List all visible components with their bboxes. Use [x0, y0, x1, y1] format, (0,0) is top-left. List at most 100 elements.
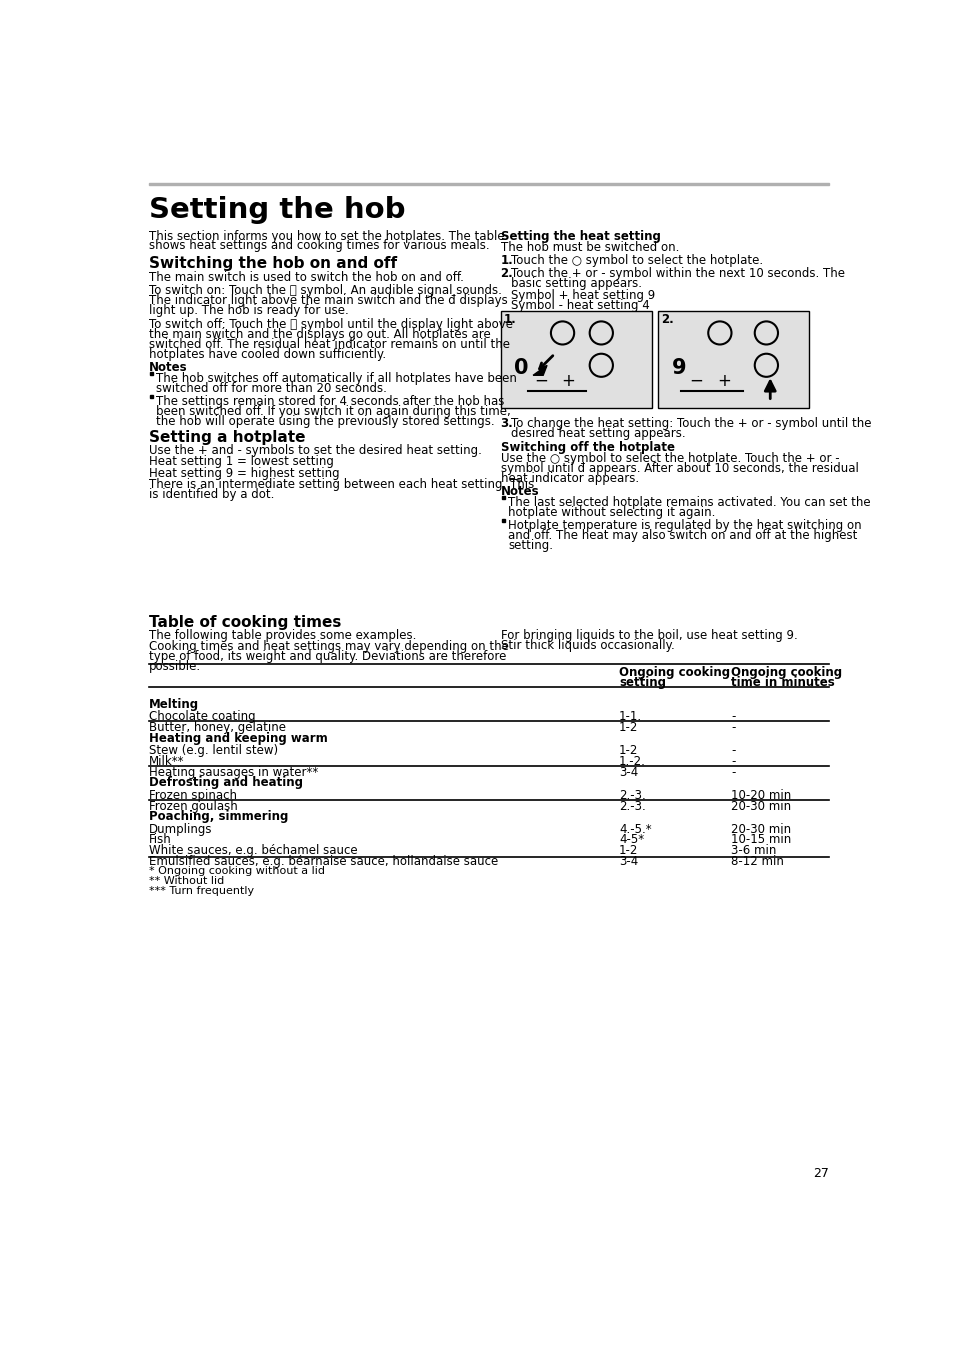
Text: switched off. The residual heat indicator remains on until the: switched off. The residual heat indicato… [149, 338, 509, 351]
Text: Fish: Fish [149, 833, 172, 846]
Bar [149, 182, 828, 185]
Text: Poaching, simmering: Poaching, simmering [149, 810, 288, 824]
Text: Touch the ○ symbol to select the hotplate.: Touch the ○ symbol to select the hotplat… [511, 254, 762, 267]
Text: Defrosting and heating: Defrosting and heating [149, 776, 302, 790]
Text: basic setting appears.: basic setting appears. [511, 277, 641, 290]
Text: Use the ○ symbol to select the hotplate. Touch the + or -: Use the ○ symbol to select the hotplate.… [500, 451, 839, 464]
Text: 9: 9 [671, 358, 686, 378]
Text: Switching off the hotplate: Switching off the hotplate [500, 440, 674, 454]
Text: Hotplate temperature is regulated by the heat switching on: Hotplate temperature is regulated by the… [508, 518, 861, 532]
Text: 10-20 min: 10-20 min [731, 788, 791, 802]
Text: White sauces, e.g. béchamel sauce: White sauces, e.g. béchamel sauce [149, 844, 357, 857]
Text: 8-12 min: 8-12 min [731, 855, 783, 868]
Text: Heat setting 1 = lowest setting: Heat setting 1 = lowest setting [149, 455, 334, 468]
Text: Frozen spinach: Frozen spinach [149, 788, 236, 802]
Text: Setting the heat setting: Setting the heat setting [500, 230, 659, 243]
Bar [501, 518, 505, 521]
Bar [150, 394, 153, 398]
Text: Symbol - heat setting 4: Symbol - heat setting 4 [511, 300, 649, 312]
Text: +: + [560, 371, 575, 390]
Text: Cooking times and heat settings may vary depending on the: Cooking times and heat settings may vary… [149, 640, 508, 653]
Bar [150, 373, 153, 375]
Text: Frozen goulash: Frozen goulash [149, 799, 237, 813]
Text: *** Turn frequently: *** Turn frequently [149, 886, 253, 896]
Text: light up. The hob is ready for use.: light up. The hob is ready for use. [149, 304, 348, 317]
Bar [500, 312, 651, 408]
Text: 4.-5.*: 4.-5.* [618, 822, 651, 836]
Text: Emulsified sauces, e.g. béarnaise sauce, hollandaise sauce: Emulsified sauces, e.g. béarnaise sauce,… [149, 855, 497, 868]
Text: * Ongoing cooking without a lid: * Ongoing cooking without a lid [149, 865, 324, 876]
Text: is identified by a dot.: is identified by a dot. [149, 489, 274, 501]
Text: The main switch is used to switch the hob on and off.: The main switch is used to switch the ho… [149, 271, 463, 285]
Bar [501, 497, 505, 500]
Text: The hob must be switched on.: The hob must be switched on. [500, 240, 679, 254]
Text: Notes: Notes [500, 486, 538, 498]
Text: The hob switches off automatically if all hotplates have been: The hob switches off automatically if al… [156, 373, 517, 385]
Text: −: − [689, 371, 702, 390]
Text: Heat setting 9 = highest setting: Heat setting 9 = highest setting [149, 467, 339, 479]
Text: 20-30 min: 20-30 min [731, 799, 791, 813]
Text: 1-2: 1-2 [618, 721, 638, 734]
Text: -: - [731, 765, 735, 779]
Text: Stew (e.g. lentil stew): Stew (e.g. lentil stew) [149, 744, 277, 757]
Text: type of food, its weight and quality. Deviations are therefore: type of food, its weight and quality. De… [149, 651, 505, 663]
Text: setting: setting [618, 675, 665, 688]
Text: Chocolate coating: Chocolate coating [149, 710, 255, 724]
Text: 3-6 min: 3-6 min [731, 844, 776, 857]
Text: possible.: possible. [149, 660, 201, 674]
Text: symbol until đ appears. After about 10 seconds, the residual: symbol until đ appears. After about 10 s… [500, 462, 858, 475]
Text: desired heat setting appears.: desired heat setting appears. [511, 427, 685, 440]
Text: time in minutes: time in minutes [731, 675, 835, 688]
Text: +: + [716, 371, 730, 390]
Text: 2.-3.: 2.-3. [618, 788, 645, 802]
Text: -: - [731, 755, 735, 768]
Text: The indicator light above the main switch and the đ displays: The indicator light above the main switc… [149, 294, 507, 306]
Text: To switch off: Touch the ⓘ symbol until the display light above: To switch off: Touch the ⓘ symbol until … [149, 317, 512, 331]
Text: 2.-3.: 2.-3. [618, 799, 645, 813]
Text: The following table provides some examples.: The following table provides some exampl… [149, 629, 416, 641]
Polygon shape [533, 366, 546, 375]
Text: Milk**: Milk** [149, 755, 184, 768]
Text: Butter, honey, gelatine: Butter, honey, gelatine [149, 721, 285, 734]
Text: shows heat settings and cooking times for various meals.: shows heat settings and cooking times fo… [149, 239, 489, 252]
Text: 20-30 min: 20-30 min [731, 822, 791, 836]
Text: ** Without lid: ** Without lid [149, 876, 224, 886]
Text: Melting: Melting [149, 698, 198, 711]
Text: Stir thick liquids occasionally.: Stir thick liquids occasionally. [500, 640, 674, 652]
Text: 3-4: 3-4 [618, 765, 638, 779]
Text: 1-1.: 1-1. [618, 710, 641, 724]
Text: Table of cooking times: Table of cooking times [149, 614, 341, 629]
Text: -: - [731, 721, 735, 734]
Text: Symbol + heat setting 9: Symbol + heat setting 9 [511, 289, 655, 302]
Text: To switch on: Touch the ⓘ symbol. An audible signal sounds.: To switch on: Touch the ⓘ symbol. An aud… [149, 284, 501, 297]
Text: Notes: Notes [149, 362, 187, 374]
Text: There is an intermediate setting between each heat setting. This: There is an intermediate setting between… [149, 478, 534, 491]
Text: The settings remain stored for 4 seconds after the hob has: The settings remain stored for 4 seconds… [156, 394, 504, 408]
Text: -: - [731, 744, 735, 757]
Text: For bringing liquids to the boil, use heat setting 9.: For bringing liquids to the boil, use he… [500, 629, 797, 641]
Text: and off. The heat may also switch on and off at the highest: and off. The heat may also switch on and… [508, 528, 857, 541]
Text: 3-4: 3-4 [618, 855, 638, 868]
Bar [658, 312, 808, 408]
Text: Dumplings: Dumplings [149, 822, 212, 836]
Text: −: − [534, 371, 548, 390]
Text: 1.: 1. [503, 313, 516, 325]
Text: Use the + and - symbols to set the desired heat setting.: Use the + and - symbols to set the desir… [149, 444, 481, 456]
Text: -: - [731, 710, 735, 724]
Text: Touch the + or - symbol within the next 10 seconds. The: Touch the + or - symbol within the next … [511, 267, 844, 279]
Text: 3.: 3. [500, 417, 513, 429]
Text: switched off for more than 20 seconds.: switched off for more than 20 seconds. [156, 382, 387, 396]
Text: 1-2: 1-2 [618, 844, 638, 857]
Text: 2.: 2. [660, 313, 673, 325]
Text: Setting a hotplate: Setting a hotplate [149, 429, 305, 446]
Text: 1-2: 1-2 [618, 744, 638, 757]
Text: This section informs you how to set the hotplates. The table: This section informs you how to set the … [149, 230, 504, 243]
Text: 10-15 min: 10-15 min [731, 833, 791, 846]
Text: been switched off. If you switch it on again during this time,: been switched off. If you switch it on a… [156, 405, 511, 417]
Text: hotplate without selecting it again.: hotplate without selecting it again. [508, 506, 715, 520]
Text: the main switch and the displays go out. All hotplates are: the main switch and the displays go out.… [149, 328, 490, 340]
Text: setting.: setting. [508, 539, 553, 552]
Text: 2.: 2. [500, 267, 513, 279]
Text: Heating sausages in water**: Heating sausages in water** [149, 765, 317, 779]
Text: Heating and keeping warm: Heating and keeping warm [149, 732, 327, 745]
